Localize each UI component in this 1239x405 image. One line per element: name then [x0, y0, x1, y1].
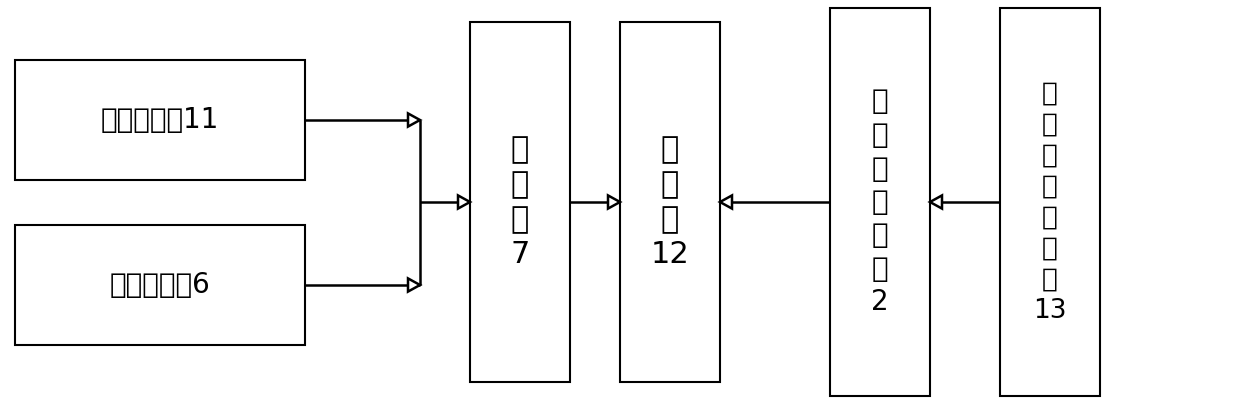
Polygon shape: [408, 278, 420, 292]
Bar: [15, 60, 305, 180]
Polygon shape: [408, 113, 420, 127]
Bar: [830, 8, 930, 396]
Bar: [470, 22, 570, 382]
Bar: [620, 22, 720, 382]
Text: 压力传感器11: 压力传感器11: [100, 106, 219, 134]
Bar: [1000, 8, 1100, 396]
Bar: [15, 225, 305, 345]
Text: 水
脉
冲
试
验
机
2: 水 脉 冲 试 验 机 2: [871, 87, 888, 316]
Text: 控
制
器
7: 控 制 器 7: [510, 135, 530, 269]
Polygon shape: [608, 195, 620, 209]
Text: 脉
冲
压
力
控
制
器
13: 脉 冲 压 力 控 制 器 13: [1033, 81, 1067, 324]
Polygon shape: [930, 195, 942, 209]
Polygon shape: [720, 195, 732, 209]
Text: 显
示
器
12: 显 示 器 12: [650, 135, 689, 269]
Text: 温度传感器6: 温度传感器6: [109, 271, 211, 299]
Polygon shape: [458, 195, 470, 209]
